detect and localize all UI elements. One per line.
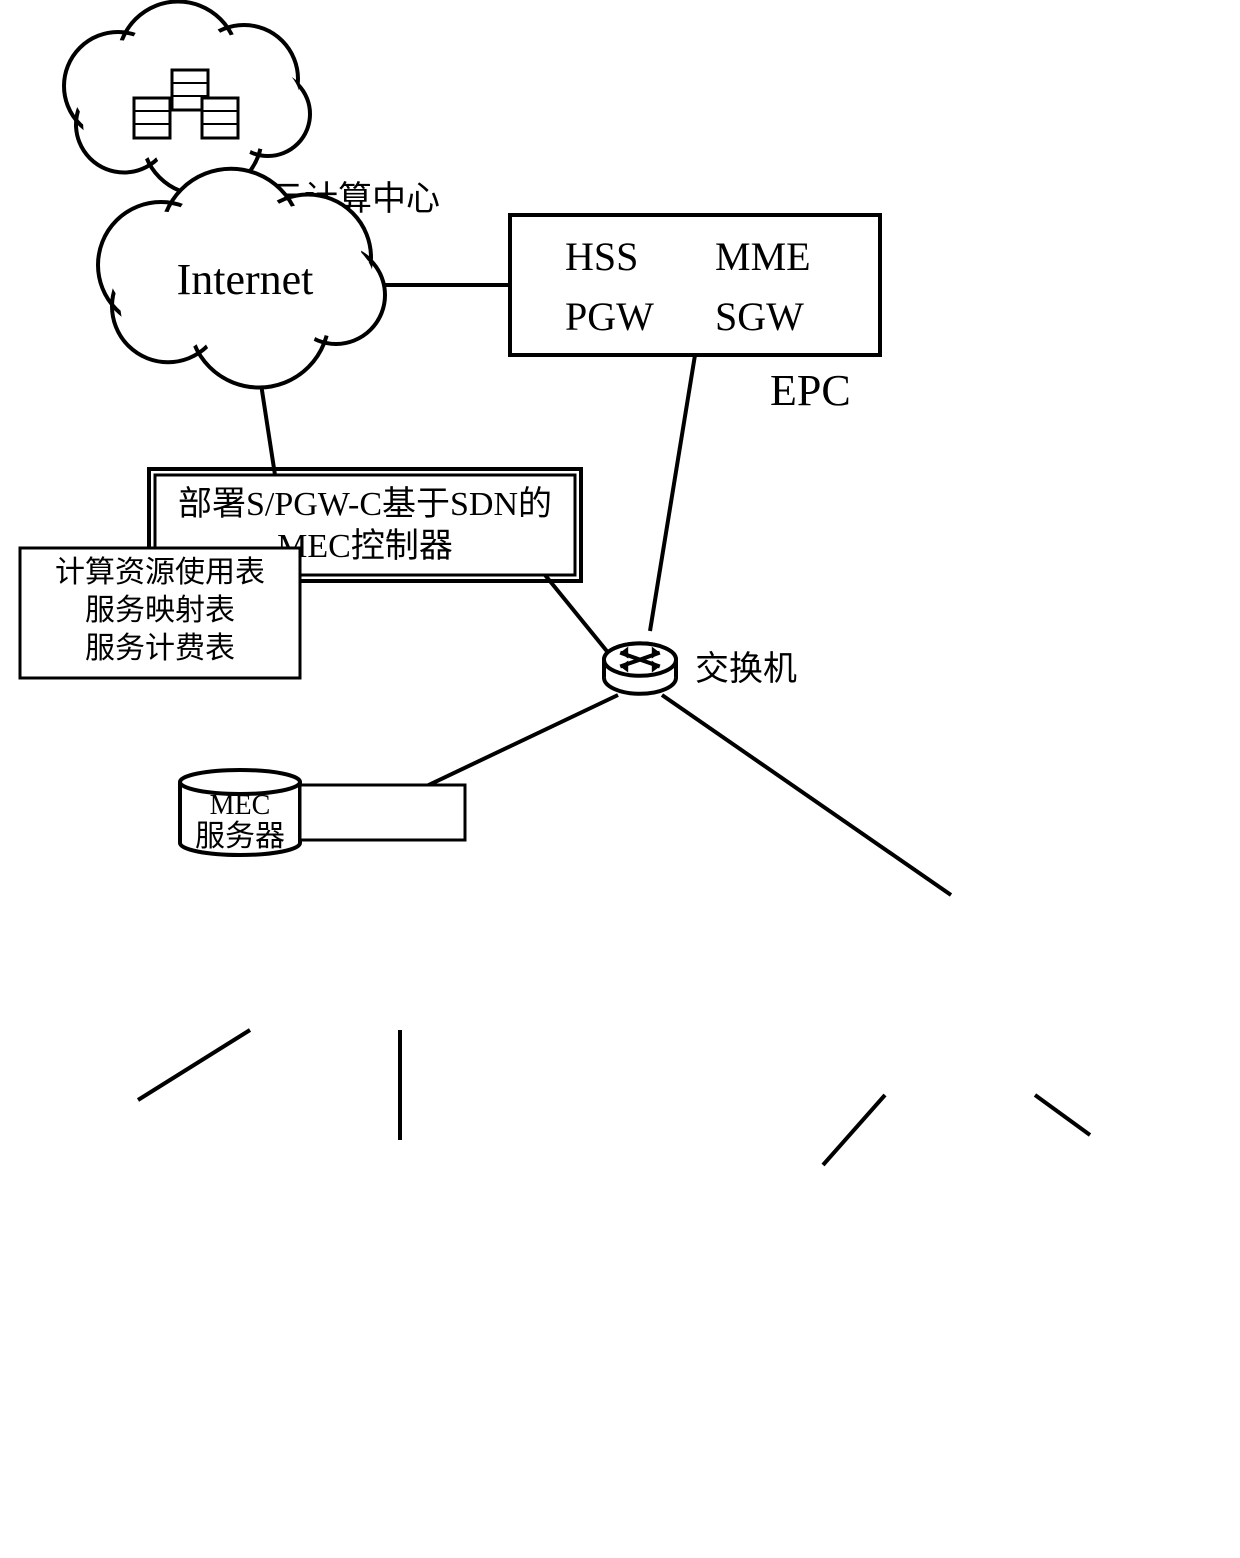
edge bbox=[650, 355, 695, 631]
mec-server-l1: MEC bbox=[210, 790, 271, 821]
epc-pgw: PGW bbox=[565, 294, 654, 339]
epc-label: EPC bbox=[770, 366, 851, 415]
epc-mme: MME bbox=[715, 234, 811, 279]
internet-label: Internet bbox=[177, 255, 314, 304]
edge bbox=[1035, 1095, 1090, 1135]
mec-ctrl-l2: MEC控制器 bbox=[277, 527, 453, 565]
spgwu-left bbox=[300, 785, 465, 840]
table-row: 服务映射表 bbox=[85, 594, 235, 627]
epc-sgw: SGW bbox=[715, 294, 804, 339]
edge bbox=[662, 695, 951, 895]
edge bbox=[138, 1030, 250, 1100]
mec-server-l2: 服务器 bbox=[195, 820, 285, 853]
switch-icon bbox=[604, 643, 676, 693]
epc-hss: HSS bbox=[565, 234, 638, 279]
mec-ctrl-l1: 部署S/PGW-C基于SDN的 bbox=[178, 485, 552, 523]
switch-label: 交换机 bbox=[695, 650, 797, 688]
edge bbox=[823, 1095, 885, 1165]
table-row: 服务计费表 bbox=[85, 632, 235, 665]
table-row: 计算资源使用表 bbox=[55, 556, 265, 589]
edge bbox=[545, 575, 610, 655]
